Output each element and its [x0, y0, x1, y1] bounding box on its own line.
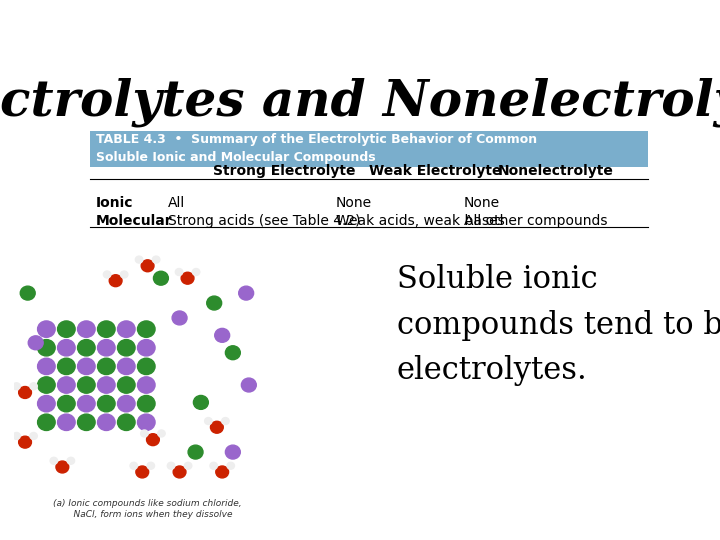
Circle shape	[58, 358, 75, 375]
Circle shape	[50, 457, 58, 464]
Circle shape	[37, 377, 55, 393]
Circle shape	[120, 271, 128, 278]
Circle shape	[138, 414, 155, 430]
Circle shape	[138, 321, 155, 338]
Circle shape	[184, 462, 192, 469]
Circle shape	[37, 340, 55, 356]
Circle shape	[78, 358, 95, 375]
Circle shape	[153, 256, 160, 263]
Circle shape	[136, 466, 148, 478]
Text: Strong Electrolyte: Strong Electrolyte	[213, 164, 355, 178]
Circle shape	[225, 445, 240, 459]
Circle shape	[97, 321, 115, 338]
Circle shape	[194, 395, 208, 409]
Circle shape	[204, 417, 212, 424]
Circle shape	[109, 275, 122, 287]
Circle shape	[135, 256, 143, 263]
Circle shape	[225, 346, 240, 360]
Circle shape	[97, 358, 115, 375]
Circle shape	[117, 414, 135, 430]
Circle shape	[58, 414, 75, 430]
Circle shape	[97, 377, 115, 393]
Circle shape	[117, 321, 135, 338]
Circle shape	[117, 340, 135, 356]
Circle shape	[19, 436, 32, 448]
Circle shape	[174, 466, 186, 478]
Text: (a) Ionic compounds like sodium chloride,
    NaCl, form ions when they dissolve: (a) Ionic compounds like sodium chloride…	[53, 500, 242, 519]
Circle shape	[56, 461, 68, 473]
Circle shape	[138, 377, 155, 393]
Circle shape	[158, 430, 165, 437]
Circle shape	[37, 321, 55, 338]
Text: Soluble ionic
compounds tend to be
electrolytes.: Soluble ionic compounds tend to be elect…	[397, 265, 720, 386]
Circle shape	[222, 417, 229, 424]
Circle shape	[172, 311, 187, 325]
Circle shape	[97, 340, 115, 356]
Circle shape	[13, 383, 20, 390]
Circle shape	[192, 268, 200, 275]
Circle shape	[210, 421, 223, 433]
Circle shape	[104, 271, 111, 278]
Circle shape	[153, 271, 168, 285]
Text: Weak Electrolyte: Weak Electrolyte	[369, 164, 502, 178]
Circle shape	[78, 321, 95, 338]
Circle shape	[207, 296, 222, 310]
Circle shape	[117, 358, 135, 375]
Text: Ionic: Ionic	[96, 196, 133, 210]
Circle shape	[138, 358, 155, 375]
Text: Weak acids, weak bases: Weak acids, weak bases	[336, 214, 504, 228]
Circle shape	[30, 383, 37, 390]
Circle shape	[97, 395, 115, 412]
Circle shape	[216, 466, 228, 478]
Text: Nonelectrolyte: Nonelectrolyte	[498, 164, 613, 178]
Circle shape	[37, 395, 55, 412]
Circle shape	[239, 286, 253, 300]
FancyBboxPatch shape	[90, 131, 648, 167]
Circle shape	[147, 462, 155, 469]
Circle shape	[37, 414, 55, 430]
Circle shape	[117, 377, 135, 393]
Text: Molecular: Molecular	[96, 214, 172, 228]
Circle shape	[167, 462, 175, 469]
Circle shape	[138, 395, 155, 412]
Circle shape	[30, 433, 37, 440]
Circle shape	[97, 414, 115, 430]
Circle shape	[58, 395, 75, 412]
Circle shape	[147, 434, 159, 445]
Circle shape	[58, 321, 75, 338]
Circle shape	[181, 272, 194, 284]
Text: TABLE 4.3  •  Summary of the Electrolytic Behavior of Common
Soluble Ionic and M: TABLE 4.3 • Summary of the Electrolytic …	[96, 133, 536, 165]
Circle shape	[227, 462, 235, 469]
Circle shape	[78, 377, 95, 393]
Circle shape	[140, 430, 148, 437]
Circle shape	[13, 433, 20, 440]
Circle shape	[58, 377, 75, 393]
Circle shape	[78, 414, 95, 430]
Circle shape	[37, 358, 55, 375]
Circle shape	[78, 395, 95, 412]
Circle shape	[188, 445, 203, 459]
Circle shape	[19, 387, 32, 399]
Circle shape	[58, 340, 75, 356]
Text: All other compounds: All other compounds	[464, 214, 608, 228]
Text: Strong acids (see Table 4.2): Strong acids (see Table 4.2)	[168, 214, 361, 228]
Circle shape	[138, 340, 155, 356]
Circle shape	[175, 268, 183, 275]
Circle shape	[210, 462, 217, 469]
Circle shape	[117, 395, 135, 412]
Circle shape	[130, 462, 138, 469]
Text: None: None	[464, 196, 500, 210]
Circle shape	[241, 378, 256, 392]
Circle shape	[28, 336, 43, 350]
Text: None: None	[336, 196, 372, 210]
Circle shape	[67, 457, 75, 464]
Circle shape	[78, 340, 95, 356]
Text: All: All	[168, 196, 185, 210]
Circle shape	[20, 286, 35, 300]
Circle shape	[141, 260, 154, 272]
Text: Electrolytes and Nonelectrolytes: Electrolytes and Nonelectrolytes	[0, 77, 720, 127]
Circle shape	[215, 328, 230, 342]
